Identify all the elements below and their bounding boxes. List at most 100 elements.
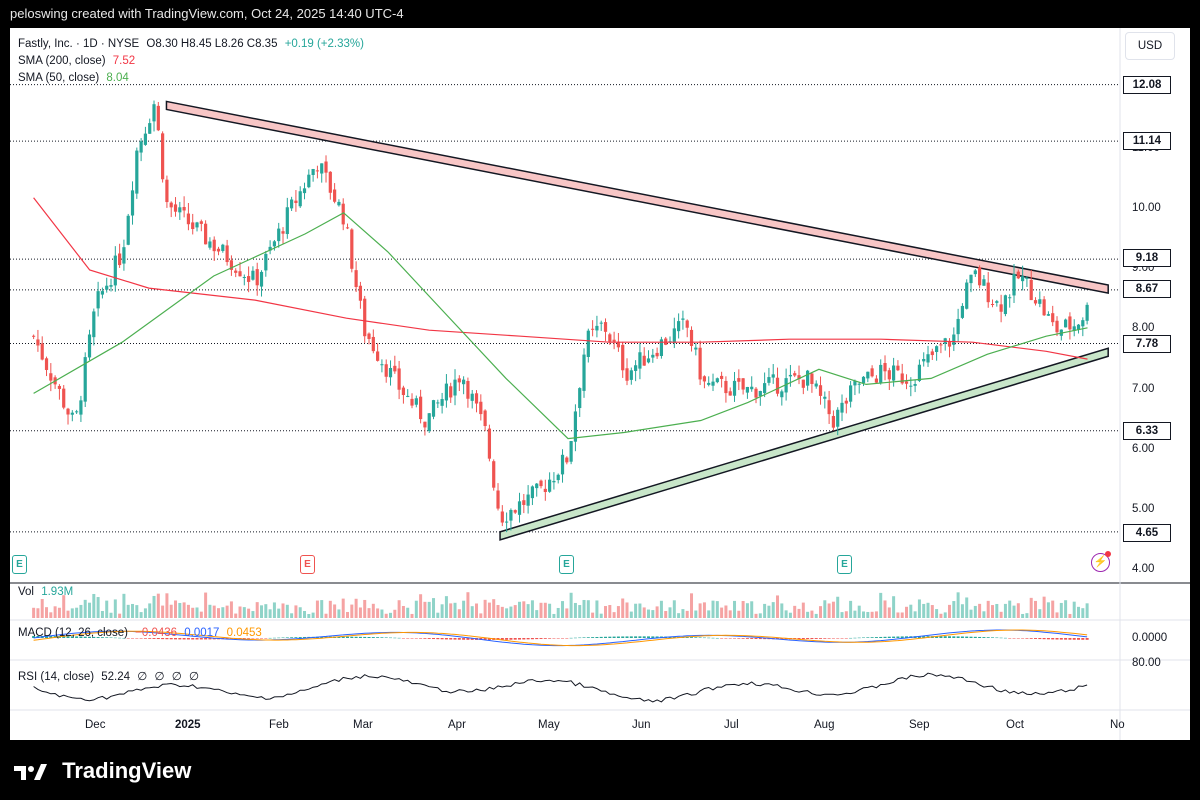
volume-bar	[191, 607, 195, 618]
volume-bar	[621, 598, 625, 618]
candle-body	[285, 207, 289, 235]
volume-bar	[978, 603, 982, 618]
earnings-marker[interactable]: E	[837, 555, 852, 574]
candle-body	[745, 386, 750, 393]
macd-histogram-bar	[711, 637, 715, 639]
volume-bar	[449, 603, 453, 618]
volume-bar	[973, 605, 977, 618]
volume-bar	[204, 592, 208, 618]
macd-histogram-bar	[995, 637, 999, 639]
candle-body	[363, 298, 367, 337]
macd-histogram-bar	[621, 636, 625, 638]
candle-body	[109, 285, 113, 287]
volume-bar	[926, 602, 930, 618]
candle-body	[307, 174, 311, 188]
candle-body	[1016, 271, 1020, 279]
brand-name: TradingView	[62, 758, 192, 783]
candle-body	[126, 215, 130, 245]
candle-body	[879, 364, 883, 383]
volume-bar	[883, 600, 887, 618]
macd-histogram-bar	[1016, 638, 1020, 639]
macd-histogram-bar	[126, 638, 130, 639]
candle-body	[737, 378, 741, 382]
volume-bar	[715, 601, 719, 618]
macd-histogram-bar	[255, 638, 259, 639]
volume-bar	[294, 605, 298, 618]
macd-histogram-bar	[823, 638, 827, 639]
lightning-icon[interactable]: ⚡	[1091, 553, 1110, 572]
macd-histogram-bar	[874, 637, 878, 638]
earnings-marker[interactable]: E	[12, 555, 27, 574]
volume-bar	[862, 611, 866, 618]
macd-histogram-bar	[608, 636, 612, 638]
volume-bar	[672, 600, 676, 618]
macd-histogram-bar	[466, 638, 470, 640]
volume-bar	[578, 605, 582, 618]
earnings-marker[interactable]: E	[559, 555, 574, 574]
volume-bar	[66, 610, 70, 618]
x-tick-dec: Dec	[85, 719, 106, 731]
candle-body	[251, 270, 255, 280]
candle-body	[298, 191, 302, 207]
candle-body	[492, 461, 496, 488]
volume-bar	[100, 610, 104, 618]
volume-bar	[1008, 600, 1012, 618]
brand-footer[interactable]: TradingView	[14, 758, 191, 784]
volume-bar	[118, 613, 122, 618]
candle-body	[290, 199, 294, 209]
volume-bar	[995, 603, 999, 618]
macd-histogram-bar	[1034, 638, 1038, 639]
macd-histogram-bar	[1021, 638, 1025, 639]
volume-bar	[969, 609, 973, 618]
candle-body	[380, 364, 384, 366]
volume-bar	[728, 610, 732, 618]
macd-histogram-bar	[948, 636, 952, 638]
price-chart-svg[interactable]	[10, 28, 1190, 740]
macd-histogram-bar	[672, 636, 676, 638]
volume-bar	[720, 607, 724, 618]
earnings-marker[interactable]: E	[300, 555, 315, 574]
macd-histogram-bar	[414, 638, 418, 639]
candle-body	[44, 358, 49, 370]
macd-histogram-bar	[513, 638, 517, 640]
candle-body	[204, 223, 208, 245]
volume-bar	[917, 599, 921, 618]
macd-histogram-bar	[135, 638, 139, 639]
currency-button[interactable]: USD	[1125, 32, 1175, 60]
macd-histogram-bar	[285, 637, 289, 638]
volume-bar	[453, 602, 457, 618]
volume-bar	[733, 600, 737, 618]
chart-panel[interactable]: Fastly, Inc. · 1D · NYSE O8.30 H8.45 L8.…	[10, 28, 1190, 740]
volume-bar	[496, 605, 500, 618]
volume-bar	[161, 605, 165, 618]
volume-bar	[1085, 603, 1089, 618]
volume-value: 1.93M	[41, 586, 74, 598]
candle-body	[1081, 320, 1085, 327]
macd-histogram-bar	[1008, 638, 1012, 639]
volume-bar	[333, 604, 337, 618]
candle-body	[896, 365, 900, 371]
candle-body	[582, 354, 586, 391]
rsi-empty-value: ∅	[188, 671, 199, 683]
rsi-legend: RSI (14, close) 52.24 ∅ ∅ ∅ ∅	[18, 669, 199, 683]
candle-body	[436, 402, 440, 404]
candle-body	[1064, 319, 1068, 328]
rsi-value: 52.24	[101, 671, 131, 683]
candle-body	[732, 380, 737, 396]
macd-histogram-bar	[896, 636, 900, 638]
y-tick: 4.00	[1132, 563, 1155, 575]
candle-body	[462, 379, 466, 385]
candle-body	[715, 378, 719, 383]
macd-histogram-bar	[419, 638, 423, 639]
macd-histogram-bar	[1025, 638, 1029, 639]
volume-bar	[539, 602, 543, 618]
candle-body	[371, 336, 375, 352]
volume-bar	[315, 600, 319, 618]
candle-body	[952, 334, 956, 345]
volume-bar	[565, 608, 569, 618]
candle-body	[517, 501, 522, 515]
volume-bar	[612, 612, 616, 618]
candle-body	[818, 385, 823, 396]
candle-body	[939, 344, 943, 346]
macd-histogram-bar	[457, 638, 461, 640]
